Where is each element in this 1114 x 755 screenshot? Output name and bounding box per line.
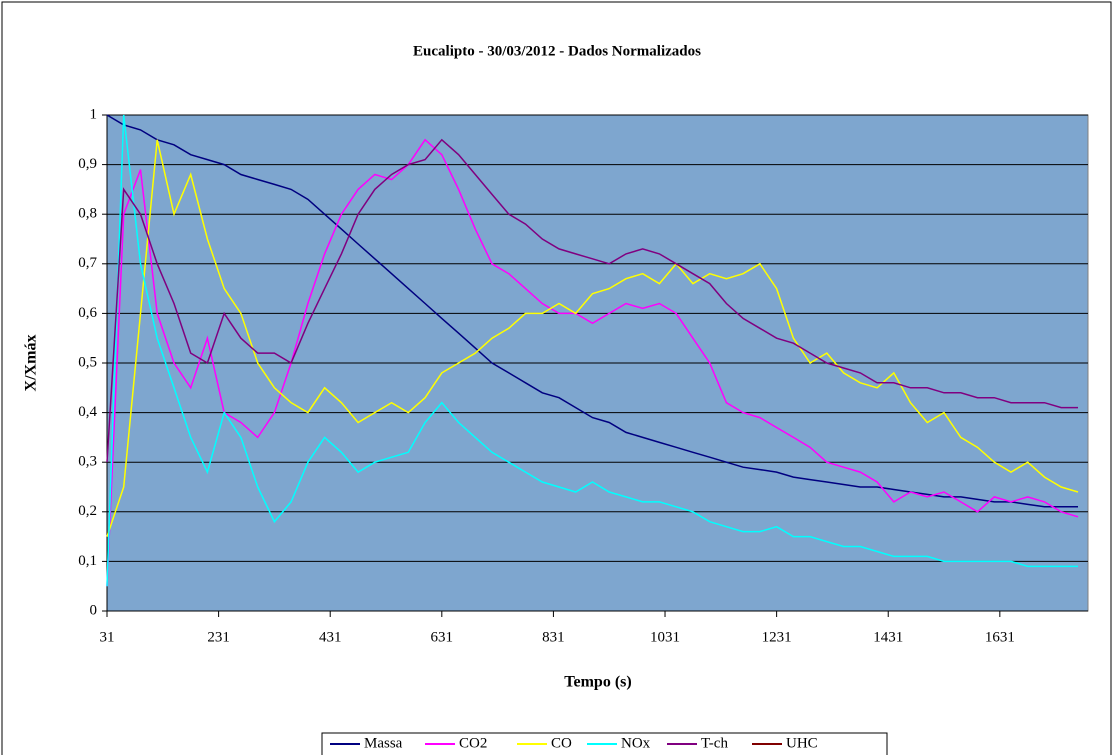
x-tick-label: 1231 [762, 629, 792, 645]
y-tick-label: 0,2 [78, 503, 97, 519]
y-tick-label: 0,5 [78, 354, 97, 370]
y-tick-label: 0,3 [78, 454, 97, 470]
x-tick-label: 831 [542, 629, 565, 645]
series-line [106, 114, 1078, 508]
x-tick-label: 1031 [650, 629, 680, 645]
y-tick-label: 0,7 [78, 255, 97, 271]
y-tick-label: 0,8 [78, 206, 97, 222]
x-axis-label: Tempo (s) [564, 674, 631, 691]
legend-label: CO2 [459, 735, 487, 751]
x-tick-label: 631 [431, 629, 454, 645]
x-tick-label: 31 [100, 629, 115, 645]
legend-label: Massa [364, 735, 403, 751]
series-line [106, 114, 1078, 587]
y-tick-label: 0,1 [78, 553, 97, 569]
x-tick-label: 1631 [985, 629, 1015, 645]
legend-label: CO [551, 735, 572, 751]
legend-label: UHC [786, 735, 818, 751]
legend-label: NOx [621, 735, 651, 751]
y-tick-label: 0,6 [78, 305, 97, 321]
chart-title: Eucalipto - 30/03/2012 - Dados Normaliza… [413, 43, 701, 59]
x-tick-label: 431 [319, 629, 342, 645]
x-tick-label: 1431 [873, 629, 903, 645]
legend-label: T-ch [701, 735, 728, 751]
series-line [106, 138, 1079, 587]
y-axis-label: X/Xmáx [23, 335, 40, 392]
series-line [106, 138, 1078, 463]
x-tick-label: 231 [207, 629, 230, 645]
y-tick-label: 0,9 [78, 156, 97, 172]
y-tick-label: 0 [90, 602, 98, 618]
y-tick-label: 1 [90, 106, 98, 122]
series-line [106, 139, 1079, 537]
y-tick-label: 0,4 [78, 404, 97, 420]
